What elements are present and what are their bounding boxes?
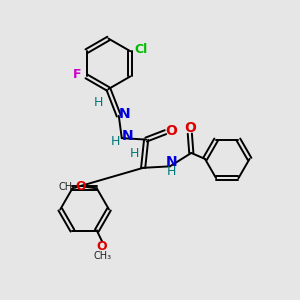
Text: CH₃: CH₃: [59, 182, 77, 192]
Text: O: O: [184, 121, 196, 135]
Text: CH₃: CH₃: [93, 251, 111, 261]
Text: N: N: [118, 107, 130, 121]
Text: N: N: [166, 155, 177, 169]
Text: F: F: [73, 68, 81, 82]
Text: O: O: [165, 124, 177, 138]
Text: H: H: [167, 165, 176, 178]
Text: N: N: [121, 129, 133, 143]
Text: O: O: [75, 180, 86, 193]
Text: H: H: [94, 96, 104, 109]
Text: H: H: [110, 135, 120, 148]
Text: O: O: [97, 240, 107, 254]
Text: Cl: Cl: [134, 43, 148, 56]
Text: H: H: [130, 147, 140, 161]
